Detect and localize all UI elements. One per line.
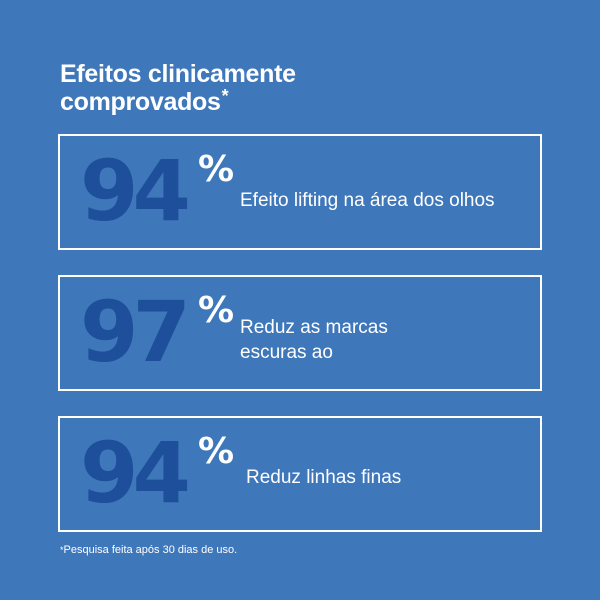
headline-line-1: Efeitos clinicamente: [60, 60, 296, 88]
stat-value: 94: [80, 142, 191, 240]
stat-label: Reduz as marcas escuras ao: [240, 315, 388, 365]
stat-label-line: escuras ao: [240, 342, 333, 363]
stat-card-lifting: 94 % Efeito lifting na área dos olhos: [58, 134, 542, 250]
stat-value: 97: [80, 283, 191, 381]
headline-line-2-text: comprovados: [60, 88, 221, 116]
stat-card-fine-lines: 94 % Reduz linhas finas: [58, 416, 542, 532]
stat-percent-sign: %: [198, 149, 235, 190]
stat-percent-sign: %: [198, 290, 235, 331]
stat-card-dark-marks: 97 % Reduz as marcas escuras ao: [58, 275, 542, 391]
footnote: *Pesquisa feita após 30 dias de uso.: [60, 543, 237, 557]
stat-label-line: Efeito lifting na área dos olhos: [240, 190, 495, 211]
headline: Efeitos clinicamente comprovados*: [60, 60, 296, 116]
stat-label: Reduz linhas finas: [246, 465, 401, 490]
stat-label-line: Reduz linhas finas: [246, 467, 402, 488]
stat-label: Efeito lifting na área dos olhos: [240, 188, 495, 213]
stat-label-line: Reduz as marcas: [240, 317, 388, 338]
footnote-text: Pesquisa feita após 30 dias de uso.: [63, 544, 238, 556]
stat-percent-sign: %: [198, 431, 235, 472]
headline-asterisk: *: [221, 86, 229, 106]
headline-line-2: comprovados*: [60, 86, 296, 116]
footnote-asterisk: *: [60, 545, 64, 555]
stat-value: 94: [80, 424, 191, 522]
